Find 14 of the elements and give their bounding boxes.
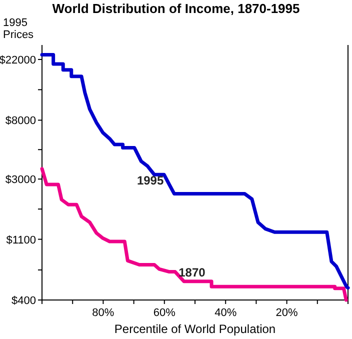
chart-title: World Distribution of Income, 1870-1995 xyxy=(52,1,300,16)
annotation: 1995 xyxy=(136,174,164,188)
x-tick-label: 40% xyxy=(214,307,237,319)
line-series xyxy=(40,53,350,290)
y-axis-title: 1995 Prices xyxy=(3,17,34,41)
x-tick-label: 20% xyxy=(276,307,298,319)
y-tick-label: $3000 xyxy=(5,174,36,186)
x-axis-title: Percentile of World Population xyxy=(114,322,276,336)
annotation: 1870 xyxy=(178,265,206,280)
x-tick-label: 60% xyxy=(153,307,176,319)
y-tick-label: $8000 xyxy=(5,115,36,128)
x-tick-label: 80% xyxy=(92,307,114,319)
y-tick-label: $400 xyxy=(12,295,36,307)
y-tick-label: $1100 xyxy=(6,234,36,246)
